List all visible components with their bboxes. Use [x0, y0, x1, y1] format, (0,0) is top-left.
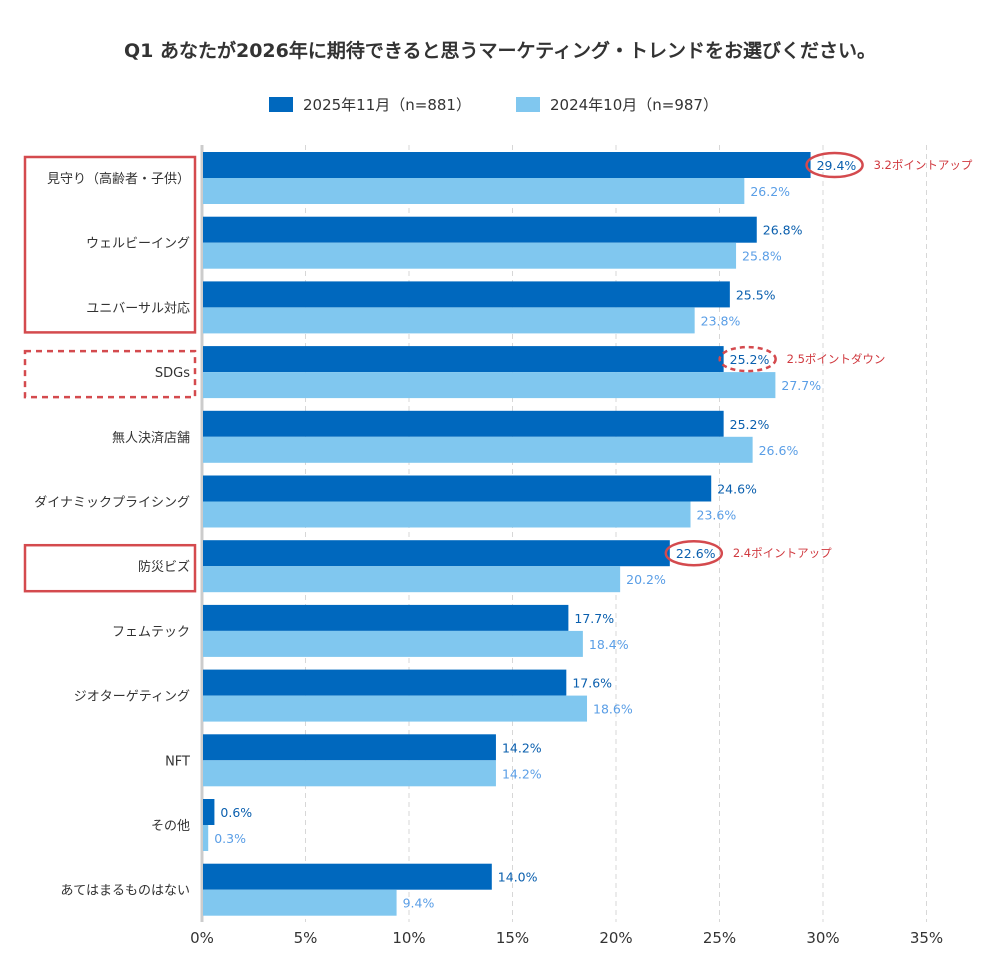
category-label: フェムテック	[112, 625, 190, 640]
legend-item-2025: 2025年11月（n=881）	[269, 94, 471, 115]
bar-2024	[203, 566, 621, 593]
x-tick-label: 20%	[599, 929, 632, 947]
bar-2025	[203, 152, 811, 178]
value-label-2024: 26.6%	[759, 443, 799, 458]
annotation-label: 2.4ポイントアップ	[733, 546, 832, 560]
value-label-2024: 18.6%	[593, 702, 633, 717]
bar-2025	[203, 604, 569, 631]
category-label: ジオターゲティング	[74, 690, 190, 705]
bar-2024	[203, 825, 209, 851]
highlight-circle	[718, 345, 777, 373]
bar-2025	[203, 475, 712, 502]
value-label-2024: 20.2%	[626, 572, 666, 587]
value-label-2025: 14.2%	[502, 740, 542, 755]
value-label-2025: 24.6%	[717, 482, 757, 497]
annotation-label: 2.5ポイントダウン	[787, 352, 886, 366]
value-label-2025: 25.2%	[730, 417, 770, 432]
bar-2025	[203, 216, 757, 243]
bar-2024	[203, 242, 737, 269]
bar-2025	[203, 540, 670, 567]
value-label-2025: 14.0%	[498, 870, 538, 885]
bar-2025	[203, 346, 724, 373]
value-label-2024: 14.2%	[502, 766, 542, 781]
value-label-2025: 22.6%	[676, 546, 716, 561]
bar-2025	[203, 281, 730, 308]
bar-2024	[203, 501, 691, 528]
category-label: ダイナミックプライシング	[34, 496, 190, 511]
bar-2024	[203, 372, 776, 399]
value-label-2025: 17.6%	[572, 676, 612, 691]
legend-label-2025: 2025年11月（n=881）	[303, 96, 471, 114]
value-label-2024: 9.4%	[403, 896, 435, 911]
value-label-2025: 26.8%	[763, 223, 803, 238]
chart-title: Q1 あなたが2026年に期待できると思うマーケティング・トレンドをお選びくださ…	[124, 40, 876, 62]
value-label-2025: 0.6%	[220, 805, 252, 820]
category-label: 無人決済店舗	[112, 430, 190, 446]
category-label: あてはまるものはない	[61, 884, 190, 899]
category-label: 見守り（高齢者・子供）	[47, 171, 190, 187]
x-tick-label: 25%	[703, 929, 736, 947]
value-label-2025: 25.2%	[730, 352, 770, 367]
x-tick-label: 30%	[806, 929, 839, 947]
bar-2025	[203, 799, 215, 825]
bar-2024	[203, 436, 753, 463]
highlight-box	[23, 155, 197, 334]
bar-2024	[203, 307, 695, 334]
bar-2025	[203, 863, 492, 890]
bar-2024	[203, 760, 496, 787]
category-label: ユニバーサル対応	[86, 301, 190, 316]
category-label: その他	[151, 819, 190, 834]
bar-2024	[203, 178, 745, 204]
category-label: 防災ビズ	[138, 559, 190, 575]
value-label-2025: 17.7%	[574, 611, 614, 626]
value-label-2024: 25.8%	[742, 249, 782, 264]
value-label-2025: 25.5%	[736, 287, 776, 302]
highlight-box	[23, 543, 197, 593]
highlight-circle	[664, 539, 724, 567]
bar-2025	[203, 669, 567, 696]
legend-swatch-2025	[269, 97, 293, 112]
bar-2025	[203, 734, 496, 761]
x-tick-label: 15%	[496, 929, 529, 947]
x-tick-label: 5%	[294, 929, 318, 947]
category-label: SDGs	[155, 366, 190, 381]
legend-item-2024: 2024年10月（n=987）	[516, 94, 718, 115]
annotation-label: 3.2ポイントアップ	[874, 158, 973, 172]
value-label-2024: 27.7%	[781, 378, 821, 393]
category-label: ウェルビーイング	[86, 237, 190, 252]
value-label-2024: 23.6%	[697, 508, 737, 523]
bar-2025	[203, 410, 724, 437]
category-label: NFT	[165, 754, 190, 769]
legend: 2025年11月（n=881） 2024年10月（n=987）	[0, 94, 1000, 114]
bar-2024	[203, 889, 397, 916]
highlight-circle	[805, 151, 864, 179]
x-tick-label: 35%	[910, 929, 943, 947]
value-label-2024: 18.4%	[589, 637, 629, 652]
value-label-2025: 29.4%	[817, 158, 857, 173]
x-tick-label: 10%	[392, 929, 425, 947]
bar-2024	[203, 630, 583, 657]
value-label-2024: 26.2%	[750, 184, 790, 199]
value-label-2024: 0.3%	[214, 831, 246, 846]
bar-2024	[203, 695, 588, 722]
highlight-box	[23, 349, 197, 399]
value-label-2024: 23.8%	[701, 313, 741, 328]
legend-swatch-2024	[516, 97, 540, 112]
x-tick-label: 0%	[190, 929, 214, 947]
legend-label-2024: 2024年10月（n=987）	[550, 96, 718, 114]
